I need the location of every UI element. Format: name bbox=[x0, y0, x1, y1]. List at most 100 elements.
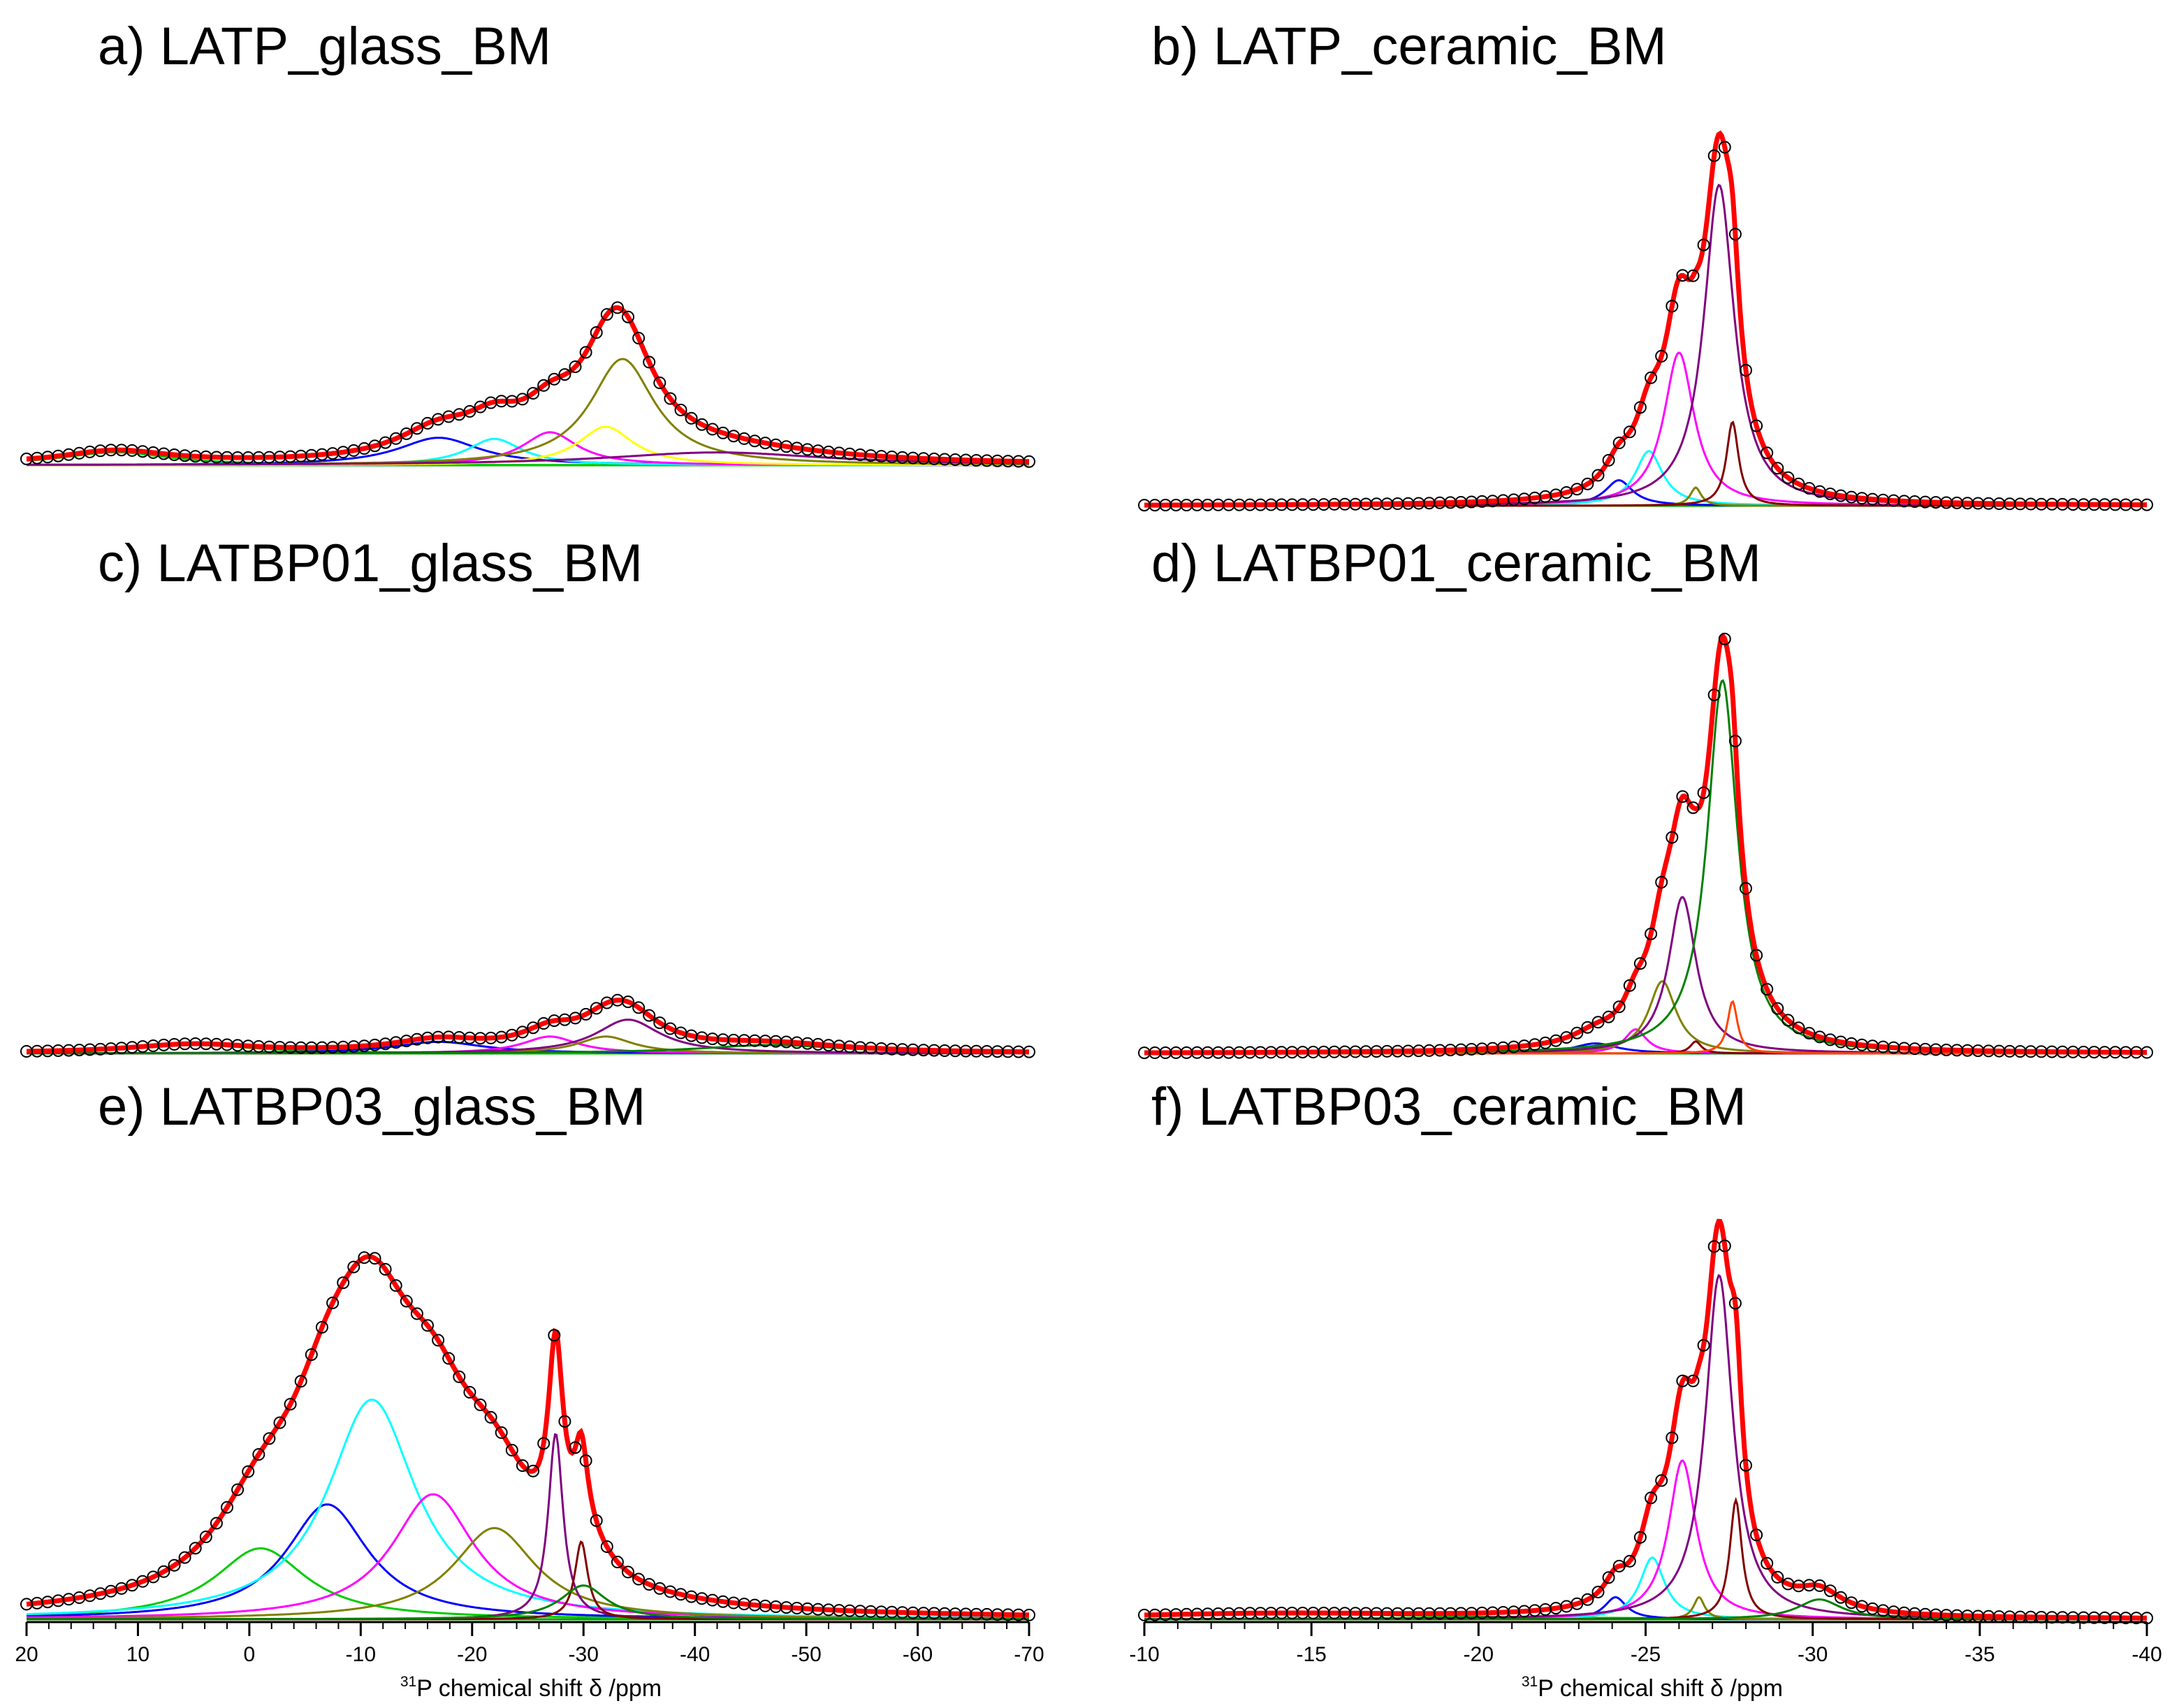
experimental-point bbox=[199, 1531, 212, 1543]
tick-label: -70 bbox=[1014, 1643, 1044, 1666]
tick-label: -25 bbox=[1631, 1643, 1661, 1666]
experimental-point bbox=[548, 372, 561, 386]
tick-label: -40 bbox=[2131, 1643, 2162, 1666]
left-axis-label: P chemical shift δ /ppm bbox=[416, 1675, 662, 1702]
tick-label: 10 bbox=[126, 1643, 150, 1666]
experimental-point bbox=[1612, 437, 1626, 449]
experimental-point bbox=[622, 310, 634, 323]
fit-component-darkgreen bbox=[1144, 1598, 2147, 1621]
tick-label: -15 bbox=[1296, 1643, 1326, 1666]
tick-label: -30 bbox=[1798, 1643, 1828, 1666]
experimental-point bbox=[1718, 1239, 1731, 1253]
experimental-point bbox=[379, 436, 392, 449]
experimental-point bbox=[1571, 483, 1584, 496]
tick-label: -35 bbox=[1965, 1643, 1995, 1666]
experimental-point bbox=[537, 1437, 551, 1450]
experimental-point bbox=[527, 387, 540, 400]
experimental-point bbox=[1623, 979, 1636, 992]
experimental-point bbox=[1781, 1014, 1795, 1027]
experimental-point bbox=[1813, 1579, 1826, 1592]
experimental-point bbox=[495, 1426, 508, 1439]
experimental-point bbox=[1633, 1531, 1647, 1544]
experimental-point bbox=[558, 1415, 571, 1428]
experimental-point bbox=[579, 1454, 592, 1467]
experimental-point bbox=[315, 1321, 328, 1334]
experimental-point bbox=[1728, 228, 1742, 241]
fit-component-purple bbox=[1144, 896, 2147, 1055]
experimental-point bbox=[1623, 425, 1636, 439]
experimental-point bbox=[516, 1025, 529, 1039]
experimental-point bbox=[643, 1009, 656, 1022]
experimental-point bbox=[1560, 1031, 1573, 1044]
experimental-point bbox=[1602, 1010, 1615, 1023]
experimental-point bbox=[590, 1514, 603, 1527]
experimental-point bbox=[178, 1551, 191, 1564]
total-fit-line bbox=[1144, 130, 2147, 508]
experimental-point bbox=[1697, 1338, 1710, 1352]
experimental-point bbox=[505, 1443, 518, 1457]
experimental-point bbox=[347, 1260, 360, 1273]
experimental-point bbox=[273, 1416, 286, 1429]
experimental-point bbox=[632, 332, 646, 344]
experimental-point bbox=[1771, 1570, 1784, 1584]
experimental-point bbox=[326, 1297, 340, 1310]
experimental-point bbox=[1602, 1571, 1615, 1584]
experimental-point bbox=[400, 1294, 413, 1308]
experimental-point bbox=[643, 356, 656, 369]
experimental-point bbox=[1655, 875, 1668, 889]
panel-d-plot bbox=[1138, 632, 2153, 1060]
experimental-point bbox=[1740, 882, 1752, 895]
experimental-point bbox=[210, 1517, 223, 1530]
experimental-point bbox=[516, 1459, 529, 1472]
experimental-point bbox=[2141, 498, 2153, 511]
experimental-point bbox=[1023, 1045, 1035, 1058]
experimental-point bbox=[1676, 790, 1689, 803]
experimental-point bbox=[368, 1252, 381, 1265]
experimental-point bbox=[600, 1540, 613, 1553]
total-fit-line bbox=[1144, 1218, 2147, 1621]
fit-component-darkred bbox=[1144, 421, 2147, 507]
experimental-point bbox=[632, 1001, 646, 1014]
fit-component-olive bbox=[1144, 980, 2147, 1055]
experimental-point bbox=[2141, 1046, 2153, 1059]
left-x-axis-title: 31P chemical shift δ /ppm bbox=[400, 1674, 662, 1702]
experimental-point bbox=[1666, 1431, 1679, 1445]
right-axis-label: P chemical shift δ /ppm bbox=[1538, 1675, 1783, 1702]
experimental-point bbox=[1781, 471, 1795, 484]
experimental-point bbox=[653, 377, 666, 389]
experimental-point bbox=[263, 1432, 276, 1445]
experimental-point bbox=[1761, 983, 1774, 996]
experimental-point bbox=[1697, 238, 1710, 251]
experimental-point bbox=[453, 1370, 466, 1383]
experimental-point bbox=[1666, 300, 1679, 313]
experimental-point bbox=[632, 1572, 646, 1586]
tick-label: -20 bbox=[1464, 1643, 1494, 1666]
experimental-point bbox=[695, 418, 708, 431]
experimental-point bbox=[653, 1016, 666, 1030]
experimental-point bbox=[1023, 455, 1035, 468]
experimental-point bbox=[1750, 419, 1763, 432]
experimental-point bbox=[1633, 957, 1647, 970]
experimental-point bbox=[474, 1399, 487, 1411]
experimental-point bbox=[1740, 364, 1752, 377]
experimental-point bbox=[579, 1007, 592, 1021]
fit-component-purple bbox=[27, 451, 1030, 466]
experimental-point bbox=[527, 1021, 540, 1035]
experimental-point bbox=[1655, 1474, 1668, 1487]
experimental-point bbox=[1602, 453, 1615, 467]
experimental-point bbox=[558, 368, 571, 381]
total-fit-line bbox=[26, 305, 1030, 465]
experimental-point bbox=[389, 1279, 402, 1292]
experimental-point bbox=[1792, 1021, 1805, 1035]
panel-a-plot bbox=[20, 301, 1035, 468]
experimental-point bbox=[463, 1386, 476, 1399]
left-x-axis-ticks: 20 10 0 -10 -20 -30 -40 -50 -60 -70 bbox=[15, 1622, 1044, 1666]
experimental-point bbox=[548, 1329, 561, 1342]
experimental-point bbox=[1792, 477, 1805, 490]
experimental-point bbox=[252, 1448, 265, 1461]
experimental-point bbox=[1591, 1016, 1605, 1029]
experimental-point bbox=[294, 1375, 307, 1388]
experimental-point bbox=[463, 404, 476, 418]
experimental-point bbox=[1728, 1297, 1742, 1310]
experimental-point bbox=[1834, 1591, 1847, 1604]
